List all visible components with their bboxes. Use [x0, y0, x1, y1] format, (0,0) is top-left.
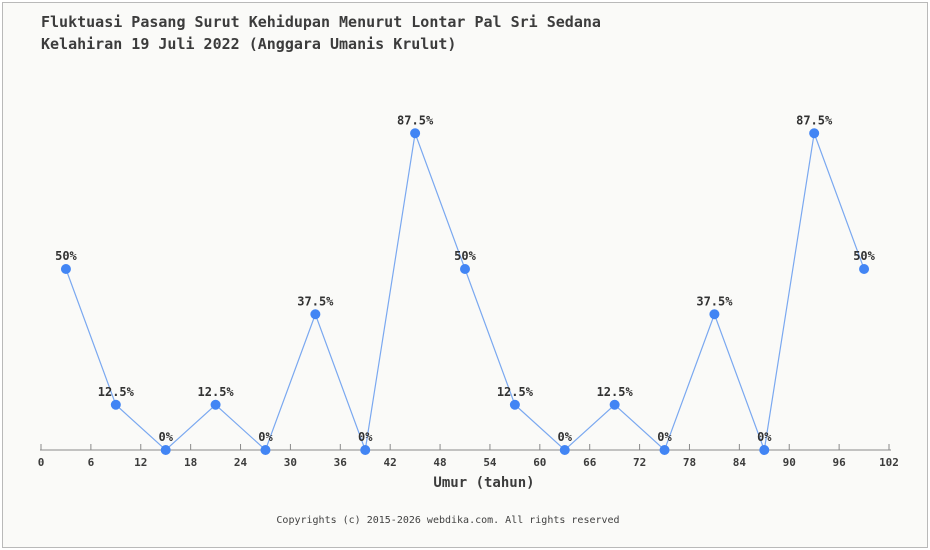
- data-point-label: 0%: [358, 430, 373, 444]
- data-point-label: 50%: [853, 249, 875, 263]
- data-point-label: 87.5%: [397, 113, 434, 127]
- data-point: [310, 309, 321, 320]
- data-point: [60, 264, 71, 274]
- data-point: [609, 399, 620, 410]
- chart-title-line1: Fluktuasi Pasang Surut Kehidupan Menurut…: [41, 13, 601, 31]
- data-point-label: 37.5%: [297, 294, 334, 308]
- data-point: [859, 264, 870, 274]
- x-tick-label: 24: [234, 456, 248, 469]
- data-point: [160, 445, 171, 455]
- data-point: [659, 445, 670, 455]
- data-point-label: 12.5%: [198, 385, 235, 399]
- data-point-label: 50%: [55, 249, 77, 263]
- data-point-label: 12.5%: [98, 385, 135, 399]
- x-tick-label: 12: [134, 456, 147, 469]
- chart-title: Fluktuasi Pasang Surut Kehidupan Menurut…: [41, 11, 601, 55]
- x-tick-label: 42: [384, 456, 397, 469]
- data-point: [460, 264, 470, 274]
- x-tick-label: 54: [483, 456, 497, 469]
- x-tick-label: 72: [633, 456, 646, 469]
- data-point-label: 50%: [454, 249, 476, 263]
- x-axis-title: Umur (tahun): [433, 475, 534, 491]
- x-tick-label: 84: [733, 456, 747, 469]
- data-point-label: 87.5%: [796, 113, 833, 127]
- data-point: [809, 128, 820, 139]
- x-tick-label: 102: [879, 456, 899, 469]
- data-point: [759, 445, 770, 455]
- data-point-label: 12.5%: [497, 385, 534, 399]
- data-point-label: 0%: [558, 430, 573, 444]
- data-point: [509, 399, 520, 410]
- data-point-label: 0%: [757, 430, 772, 444]
- x-tick-label: 6: [88, 456, 95, 469]
- data-point-label: 0%: [158, 430, 173, 444]
- data-point: [709, 309, 720, 320]
- x-tick-label: 48: [433, 456, 446, 469]
- x-tick-label: 66: [583, 456, 597, 469]
- x-tick-label: 30: [284, 456, 297, 469]
- data-point: [360, 445, 371, 455]
- data-point: [559, 445, 570, 455]
- line-chart: 0 6 12 18 24 30 36 42 48 54 60 66 72 78 84 90 96 102 Umur …: [38, 113, 899, 491]
- data-point-label: 0%: [258, 430, 273, 444]
- data-line: [65, 130, 865, 453]
- x-tick-label: 90: [783, 456, 796, 469]
- data-point-label: 0%: [657, 430, 672, 444]
- x-tick-label: 18: [184, 456, 197, 469]
- x-tick-label: 0: [38, 456, 45, 469]
- data-point-label: 37.5%: [696, 294, 733, 308]
- copyright-footer: Copyrights (c) 2015-2026 webdika.com. Al…: [276, 515, 620, 526]
- x-tick-label: 96: [832, 456, 846, 469]
- x-tick-label: 78: [683, 456, 696, 469]
- x-tick-label: 60: [533, 456, 546, 469]
- chart-title-line2: Kelahiran 19 Juli 2022 (Anggara Umanis K…: [41, 35, 457, 53]
- x-tick-label: 36: [334, 456, 348, 469]
- data-point-label: 12.5%: [597, 385, 634, 399]
- data-point: [410, 128, 421, 139]
- data-point: [210, 399, 221, 410]
- data-point: [260, 445, 271, 455]
- data-point: [110, 399, 121, 410]
